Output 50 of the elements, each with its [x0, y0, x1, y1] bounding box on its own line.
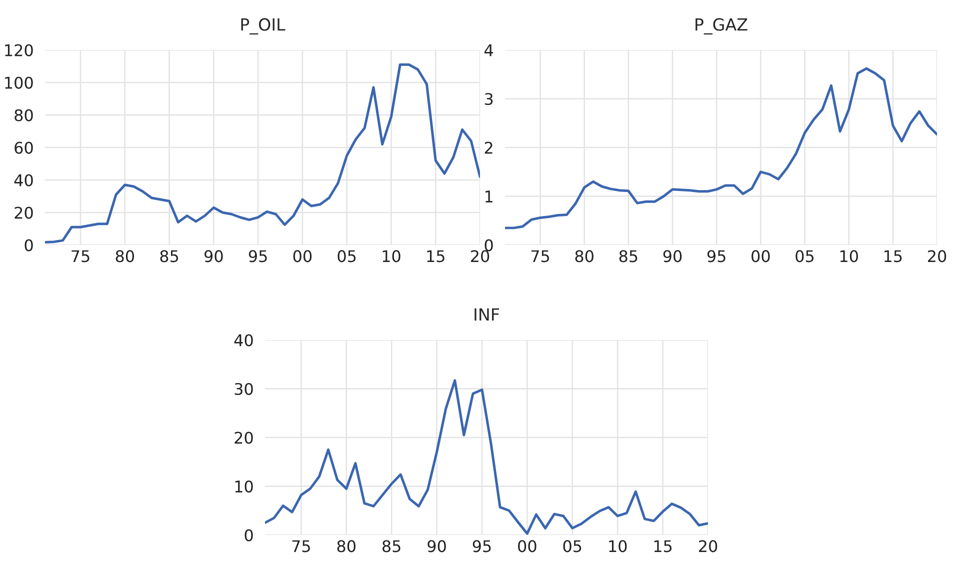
- x-tick-label: 75: [292, 540, 310, 552]
- x-tick-label: 15: [427, 250, 444, 262]
- x-tick-label: 80: [575, 250, 594, 262]
- y-tick-label: 0: [484, 239, 493, 252]
- y-tick-label: 0: [244, 529, 253, 542]
- y-tick-label: 20: [234, 432, 253, 444]
- x-tick-label: 85: [619, 250, 638, 262]
- x-tick-label: 90: [663, 250, 682, 262]
- y-tick-label: 20: [14, 206, 33, 219]
- y-tick-label: 3: [484, 92, 493, 106]
- x-tick-label: 80: [337, 540, 356, 552]
- chart-title: P_OIL: [241, 18, 286, 34]
- y-tick-label: 80: [14, 109, 33, 122]
- x-tick-label: 10: [609, 540, 627, 552]
- y-tick-label: 2: [484, 142, 492, 154]
- x-tick-label: 95: [472, 540, 491, 552]
- y-tick-label: 0: [24, 239, 33, 252]
- x-tick-label: 05: [563, 540, 582, 552]
- x-tick-label: 00: [752, 250, 770, 262]
- x-tick-label: 05: [796, 250, 814, 262]
- x-tick-label: 95: [248, 250, 267, 262]
- y-tick-label: 10: [235, 480, 253, 493]
- x-tick-label: 20: [928, 250, 946, 262]
- x-tick-label: 10: [840, 250, 858, 262]
- y-tick-label: 40: [234, 334, 253, 346]
- y-tick-label: 40: [14, 174, 33, 186]
- x-tick-label: 15: [654, 540, 672, 552]
- chart-title: P_GAZ: [696, 18, 748, 34]
- y-tick-label: 4: [484, 44, 493, 56]
- x-tick-label: 10: [382, 250, 400, 262]
- x-tick-label: 80: [116, 250, 134, 262]
- y-tick-label: 100: [5, 76, 33, 89]
- x-tick-label: 05: [338, 250, 356, 262]
- chart-title: INF: [474, 308, 500, 321]
- x-tick-label: 90: [428, 540, 446, 552]
- y-tick-label: 60: [14, 142, 33, 154]
- x-tick-label: 85: [382, 540, 400, 552]
- line-series: [505, 67, 937, 230]
- x-tick-label: 90: [204, 250, 223, 262]
- x-tick-label: 75: [531, 250, 550, 262]
- x-tick-label: 95: [707, 250, 726, 262]
- x-tick-label: 00: [518, 540, 536, 552]
- x-tick-label: 15: [884, 250, 902, 262]
- x-tick-label: 85: [160, 250, 178, 262]
- y-tick-label: 1: [485, 190, 492, 202]
- y-tick-label: 30: [234, 382, 253, 396]
- x-tick-label: 75: [72, 250, 90, 262]
- x-tick-label: 20: [699, 540, 718, 552]
- y-tick-label: 120: [5, 44, 33, 56]
- x-tick-label: 00: [293, 250, 312, 262]
